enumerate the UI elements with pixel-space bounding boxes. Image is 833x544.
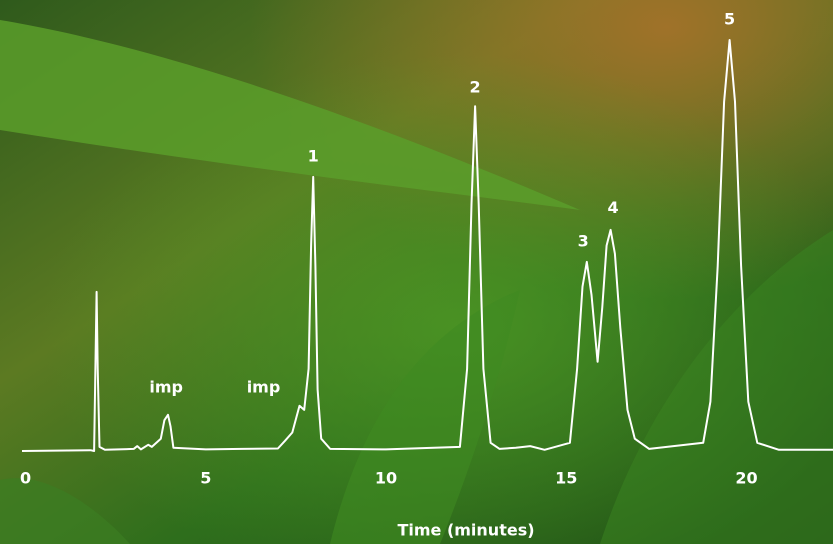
peak-label: imp xyxy=(247,378,281,397)
x-axis-label: Time (minutes) xyxy=(397,521,534,540)
peak-label: 5 xyxy=(724,9,735,28)
x-tick-label: 10 xyxy=(375,469,397,488)
x-tick-label: 20 xyxy=(735,469,757,488)
peak-label: imp xyxy=(149,378,183,397)
peak-label: 2 xyxy=(470,78,481,97)
chart: Time (minutes) 0 5 10 15 20 imp imp 1 2 34 5 xyxy=(0,0,833,544)
peak-label: 1 xyxy=(308,147,319,166)
x-tick-label: 15 xyxy=(555,469,577,488)
x-tick-label: 5 xyxy=(200,469,211,488)
peak-label: 4 xyxy=(608,198,619,217)
peak-label: 3 xyxy=(578,231,589,250)
x-tick-label: 0 xyxy=(20,469,31,488)
